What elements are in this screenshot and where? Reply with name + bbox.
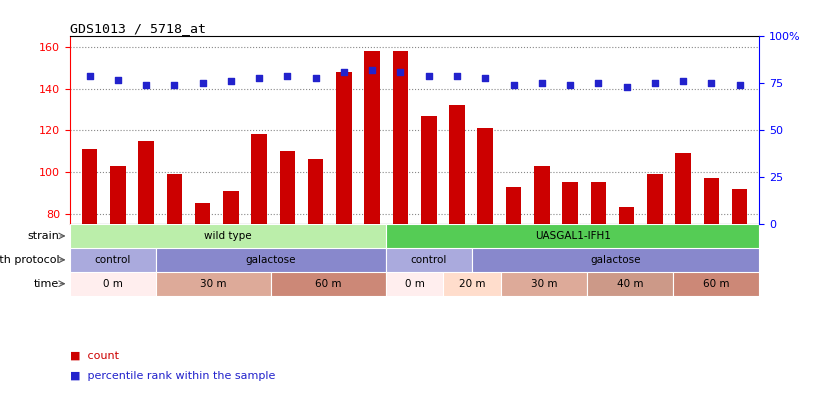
Text: UASGAL1-IFH1: UASGAL1-IFH1: [534, 231, 611, 241]
Bar: [271, 272, 386, 296]
Point: [563, 82, 576, 88]
Text: ■  count: ■ count: [70, 350, 119, 360]
Bar: [562, 182, 578, 224]
Bar: [386, 248, 472, 272]
Bar: [392, 51, 408, 224]
Text: 0 m: 0 m: [405, 279, 424, 289]
Text: wild type: wild type: [204, 231, 252, 241]
Bar: [70, 248, 156, 272]
Bar: [308, 160, 323, 224]
Text: GDS1013 / 5718_at: GDS1013 / 5718_at: [70, 22, 206, 35]
Bar: [449, 105, 465, 224]
Bar: [70, 224, 386, 248]
Bar: [673, 272, 759, 296]
Bar: [732, 189, 747, 224]
Text: control: control: [94, 255, 131, 265]
Point: [677, 78, 690, 85]
Bar: [421, 116, 437, 224]
Point: [310, 75, 323, 81]
Bar: [280, 151, 296, 224]
Text: 0 m: 0 m: [103, 279, 123, 289]
Point: [253, 75, 266, 81]
Bar: [478, 128, 493, 224]
Point: [281, 72, 294, 79]
Text: 30 m: 30 m: [200, 279, 227, 289]
Point: [649, 80, 662, 87]
Text: control: control: [410, 255, 447, 265]
Point: [592, 80, 605, 87]
Point: [224, 78, 237, 85]
Bar: [443, 272, 501, 296]
Point: [83, 72, 96, 79]
Bar: [156, 272, 271, 296]
Point: [733, 82, 746, 88]
Point: [507, 82, 520, 88]
Point: [479, 75, 492, 81]
Bar: [223, 191, 239, 224]
Point: [140, 82, 153, 88]
Bar: [110, 166, 126, 224]
Bar: [704, 178, 719, 224]
Bar: [506, 187, 521, 224]
Point: [337, 69, 351, 75]
Bar: [501, 272, 587, 296]
Point: [112, 77, 125, 83]
Bar: [619, 207, 635, 224]
Point: [365, 67, 378, 73]
Text: strain: strain: [28, 231, 59, 241]
Text: 60 m: 60 m: [703, 279, 730, 289]
Text: 40 m: 40 m: [617, 279, 644, 289]
Bar: [386, 272, 443, 296]
Text: 30 m: 30 m: [530, 279, 557, 289]
Bar: [534, 166, 549, 224]
Point: [167, 82, 181, 88]
Point: [704, 80, 718, 87]
Point: [451, 72, 464, 79]
Bar: [386, 224, 759, 248]
Text: 20 m: 20 m: [459, 279, 485, 289]
Text: growth protocol: growth protocol: [0, 255, 59, 265]
Bar: [647, 174, 663, 224]
Text: galactose: galactose: [590, 255, 641, 265]
Text: ■  percentile rank within the sample: ■ percentile rank within the sample: [70, 371, 275, 381]
Text: time: time: [34, 279, 59, 289]
Point: [394, 69, 407, 75]
Text: galactose: galactose: [245, 255, 296, 265]
Bar: [167, 174, 182, 224]
Bar: [336, 72, 351, 224]
Bar: [156, 248, 386, 272]
Point: [422, 72, 435, 79]
Bar: [70, 272, 156, 296]
Bar: [195, 203, 210, 224]
Point: [535, 80, 548, 87]
Point: [196, 80, 209, 87]
Bar: [676, 153, 691, 224]
Text: 60 m: 60 m: [315, 279, 342, 289]
Bar: [138, 141, 154, 224]
Bar: [472, 248, 759, 272]
Bar: [82, 149, 98, 224]
Bar: [587, 272, 673, 296]
Bar: [251, 134, 267, 224]
Bar: [365, 51, 380, 224]
Bar: [590, 182, 606, 224]
Point: [620, 84, 633, 90]
